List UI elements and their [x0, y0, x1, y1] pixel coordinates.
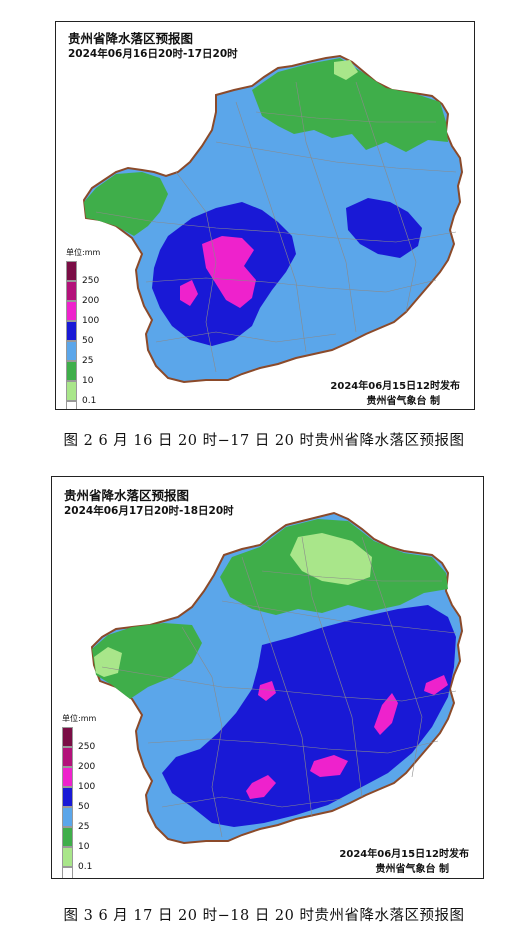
- legend-item: 0.1: [66, 381, 116, 406]
- legend-value: 25: [78, 822, 90, 832]
- legend-swatch: [62, 847, 73, 867]
- legend-item: 200: [66, 281, 116, 306]
- rain-area-50-100-main: [162, 605, 456, 827]
- legend-value: 25: [82, 356, 94, 366]
- agency-label: 贵州省气象台 制: [366, 396, 440, 407]
- rain-area-100-200-a: [258, 681, 276, 701]
- rain-area-50-100-east: [346, 198, 422, 258]
- map-period: 2024年06月16日20时-17日20时: [68, 48, 238, 60]
- forecast-map-panel-1: 贵州省降水落区预报图 2024年06月16日20时-17日20时 单位:mm 2…: [55, 21, 475, 410]
- map-title: 贵州省降水落区预报图: [68, 31, 194, 46]
- legend-item: 250: [66, 261, 116, 286]
- forecast-map-panel-2: 贵州省降水落区预报图 2024年06月17日20时-18日20时 单位:mm 2…: [51, 476, 484, 879]
- legend-value: 200: [82, 296, 100, 306]
- rain-area-0-10-west: [94, 647, 122, 677]
- legend-item: 250: [62, 727, 112, 752]
- legend-item: 10: [66, 361, 116, 386]
- legend-value: 50: [82, 336, 94, 346]
- legend-value: 250: [78, 742, 96, 752]
- issue-time: 2024年06月15日12时发布: [330, 381, 460, 392]
- precipitation-map-1: [82, 54, 464, 384]
- legend-item: 25: [62, 807, 112, 832]
- legend-swatch: [66, 261, 77, 281]
- legend-swatch: [66, 401, 77, 409]
- legend: 250 200 100 50 25 10 0.1: [66, 261, 116, 409]
- figure-caption-3: 图 3 6 月 17 日 20 时−18 日 20 时贵州省降水落区预报图: [63, 908, 465, 924]
- legend-swatch: [62, 747, 73, 767]
- rain-area-100-200-west: [180, 280, 198, 306]
- legend-item: 100: [62, 767, 112, 792]
- legend-value: 200: [78, 762, 96, 772]
- rain-area-0-10-north: [290, 533, 372, 585]
- legend-swatch: [62, 787, 73, 807]
- legend-swatch: [66, 361, 77, 381]
- legend-swatch: [66, 281, 77, 301]
- legend-item: 50: [66, 321, 116, 346]
- legend-swatch: [62, 727, 73, 747]
- agency-label: 贵州省气象台 制: [375, 864, 449, 875]
- county-boundaries: [95, 81, 457, 373]
- legend-item: 50: [62, 787, 112, 812]
- map-period: 2024年06月17日20时-18日20时: [64, 505, 234, 517]
- rain-area-10-25-west: [84, 172, 168, 236]
- figure-caption-2: 图 2 6 月 16 日 20 时−17 日 20 时贵州省降水落区预报图: [63, 433, 465, 449]
- legend-item: 10: [62, 827, 112, 852]
- legend-swatch: [66, 381, 77, 401]
- rain-area-10-25-north: [252, 58, 448, 152]
- legend-swatch: [62, 807, 73, 827]
- rain-area-100-200-d: [246, 775, 276, 799]
- legend-swatch: [66, 321, 77, 341]
- legend-item: 0.1: [62, 847, 112, 872]
- legend-value: 250: [82, 276, 100, 286]
- legend-swatch: [62, 867, 73, 878]
- legend-value: 100: [82, 316, 100, 326]
- legend-swatch: [62, 827, 73, 847]
- rain-area-0-10-north: [334, 60, 358, 80]
- precipitation-map-2: [90, 511, 464, 845]
- legend-title: 单位:mm: [66, 248, 101, 257]
- issue-time: 2024年06月15日12时发布: [339, 849, 469, 860]
- legend-swatch: [66, 341, 77, 361]
- legend-value: 100: [78, 782, 96, 792]
- legend-value: 0.1: [78, 862, 93, 872]
- legend-swatch: [62, 767, 73, 787]
- legend-item: 200: [62, 747, 112, 772]
- rain-area-100-200: [202, 236, 256, 308]
- legend-swatch: [66, 301, 77, 321]
- legend-item: 100: [66, 301, 116, 326]
- legend-value: 10: [78, 842, 90, 852]
- legend-value: 50: [78, 802, 90, 812]
- legend-item: 25: [66, 341, 116, 366]
- county-boundaries: [101, 536, 457, 838]
- map-title: 贵州省降水落区预报图: [64, 488, 190, 503]
- rain-area-100-200-c: [374, 693, 398, 735]
- legend: 250 200 100 50 25 10 0.1: [62, 727, 112, 878]
- legend-value: 10: [82, 376, 94, 386]
- rain-area-10-25-west: [92, 623, 202, 699]
- rain-area-100-200-e: [424, 675, 448, 695]
- legend-title: 单位:mm: [62, 714, 97, 723]
- rain-area-100-200-b: [310, 755, 348, 777]
- legend-value: 0.1: [82, 396, 97, 406]
